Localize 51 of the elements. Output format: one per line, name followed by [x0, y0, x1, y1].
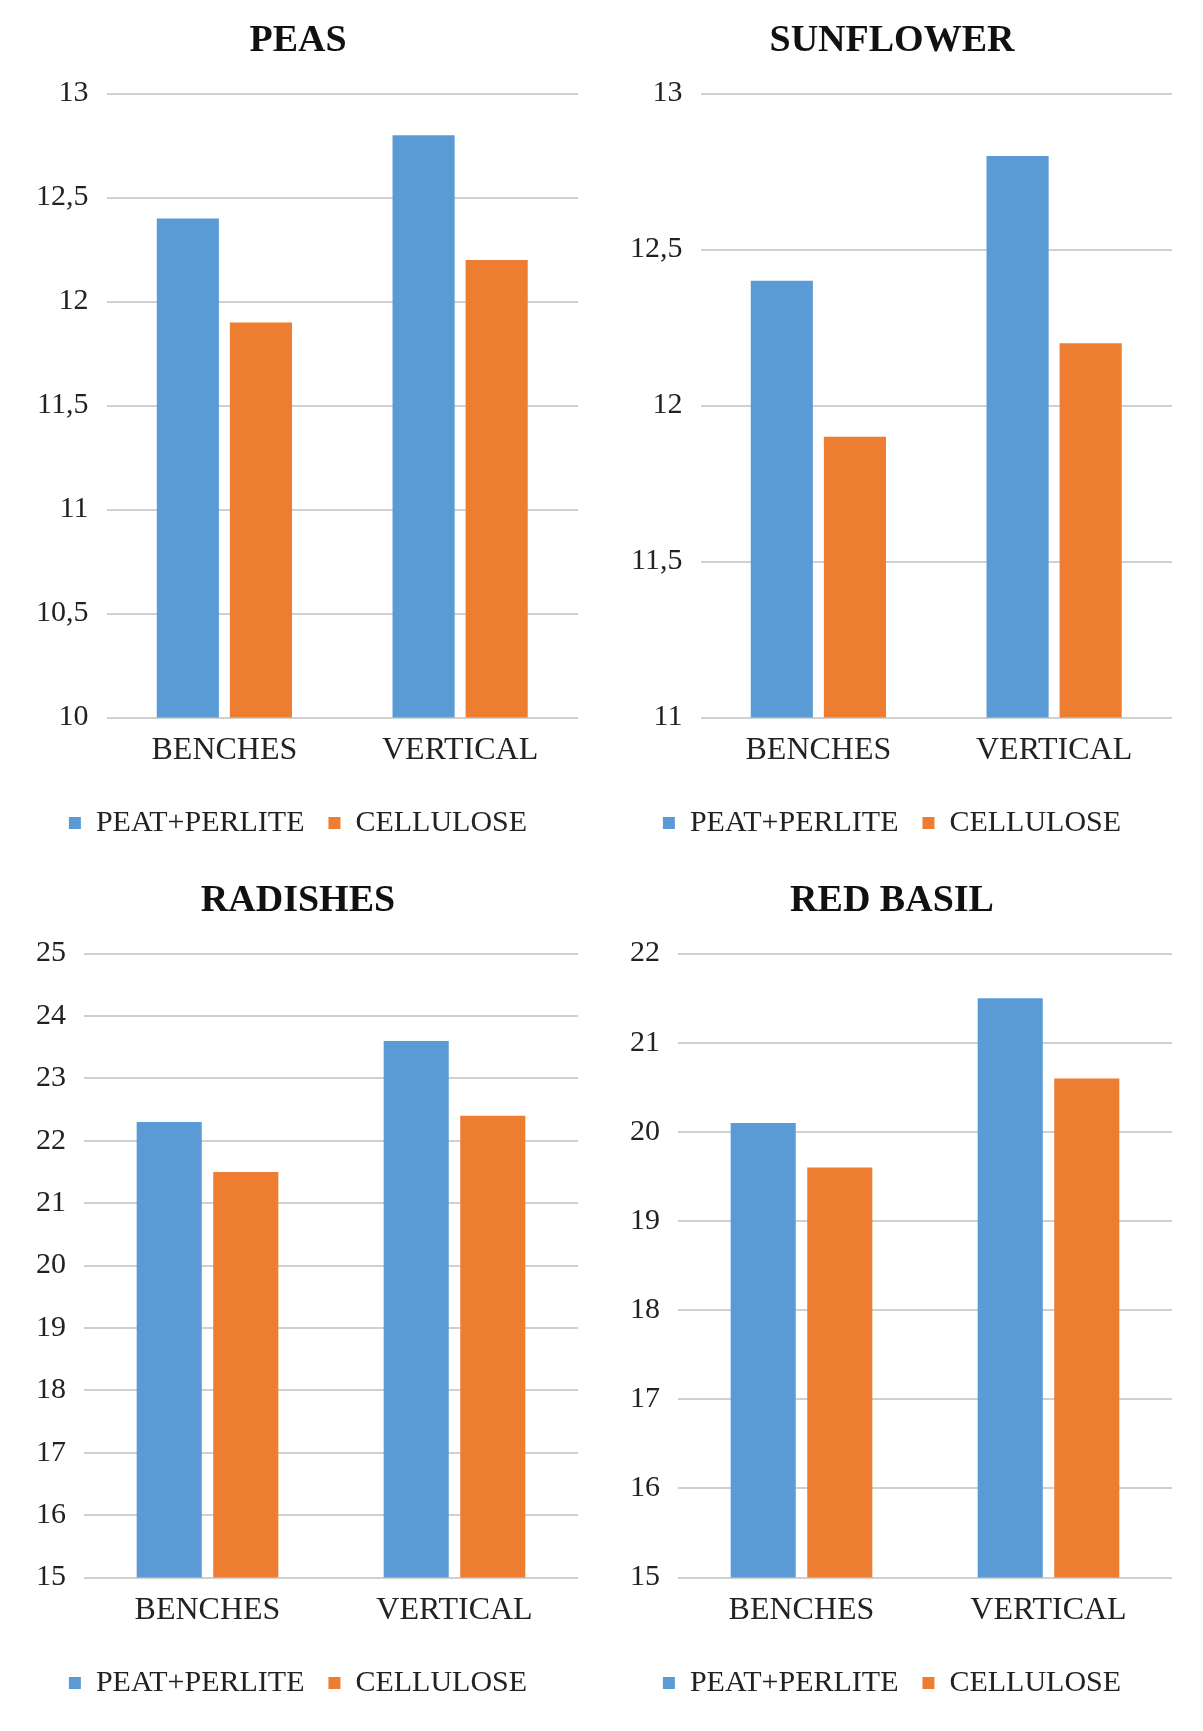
- y-tick-label: 13: [58, 74, 89, 108]
- y-tick-label: 11: [653, 698, 683, 732]
- x-tick-label: BENCHES: [151, 730, 298, 767]
- y-tick-label: 23: [36, 1059, 66, 1093]
- y-tick-label: 12: [652, 386, 683, 420]
- y-tick-label: 12,5: [630, 230, 683, 264]
- y-tick-label: 22: [630, 934, 660, 968]
- x-tick-label: VERTICAL: [975, 730, 1133, 767]
- y-tick-label: 11,5: [631, 542, 683, 576]
- chart-title: PEAS: [249, 16, 347, 59]
- y-tick-label: 19: [36, 1308, 66, 1342]
- x-tick-label: BENCHES: [728, 1590, 875, 1627]
- y-tick-label: 16: [36, 1496, 66, 1530]
- y-tick-label: 21: [630, 1023, 660, 1057]
- x-tick-label: VERTICAL: [376, 1590, 533, 1627]
- y-tick-label: 12,5: [36, 178, 89, 212]
- x-tick-label: VERTICAL: [381, 730, 539, 767]
- y-tick-label: 18: [36, 1371, 66, 1405]
- y-tick-label: 25: [36, 934, 66, 968]
- y-tick-label: 16: [630, 1469, 660, 1503]
- y-tick-label: 10,5: [36, 594, 89, 628]
- legend-label: PEAT+PERLITE: [689, 803, 899, 837]
- y-tick-label: 11: [59, 490, 89, 524]
- legend-label: CELLULOSE: [355, 803, 528, 837]
- y-tick-label: 15: [36, 1558, 66, 1592]
- y-tick-label: 13: [652, 74, 683, 108]
- legend-label: PEAT+PERLITE: [689, 1663, 899, 1697]
- y-tick-label: 19: [630, 1201, 660, 1235]
- y-tick-label: 17: [630, 1380, 660, 1414]
- legend-label: PEAT+PERLITE: [95, 1663, 305, 1697]
- chart-title: SUNFLOWER: [769, 16, 1016, 59]
- legend-label: PEAT+PERLITE: [95, 803, 305, 837]
- legend-label: CELLULOSE: [355, 1663, 528, 1697]
- x-tick-label: VERTICAL: [970, 1590, 1127, 1627]
- y-tick-label: 17: [36, 1433, 66, 1467]
- y-tick-label: 12: [58, 282, 89, 316]
- y-tick-label: 24: [36, 996, 66, 1030]
- y-tick-label: 21: [36, 1184, 66, 1218]
- chart-title: RADISHES: [200, 876, 396, 919]
- legend-label: CELLULOSE: [949, 1663, 1122, 1697]
- y-tick-label: 18: [630, 1291, 660, 1325]
- x-tick-label: BENCHES: [134, 1590, 281, 1627]
- chart-title: RED BASIL: [790, 876, 994, 919]
- legend-label: CELLULOSE: [949, 803, 1122, 837]
- y-tick-label: 11,5: [37, 386, 89, 420]
- y-tick-label: 22: [36, 1121, 66, 1155]
- y-tick-label: 20: [630, 1112, 660, 1146]
- y-tick-label: 10: [58, 698, 89, 732]
- y-tick-label: 15: [630, 1558, 660, 1592]
- y-tick-label: 20: [36, 1246, 66, 1280]
- x-tick-label: BENCHES: [745, 730, 892, 767]
